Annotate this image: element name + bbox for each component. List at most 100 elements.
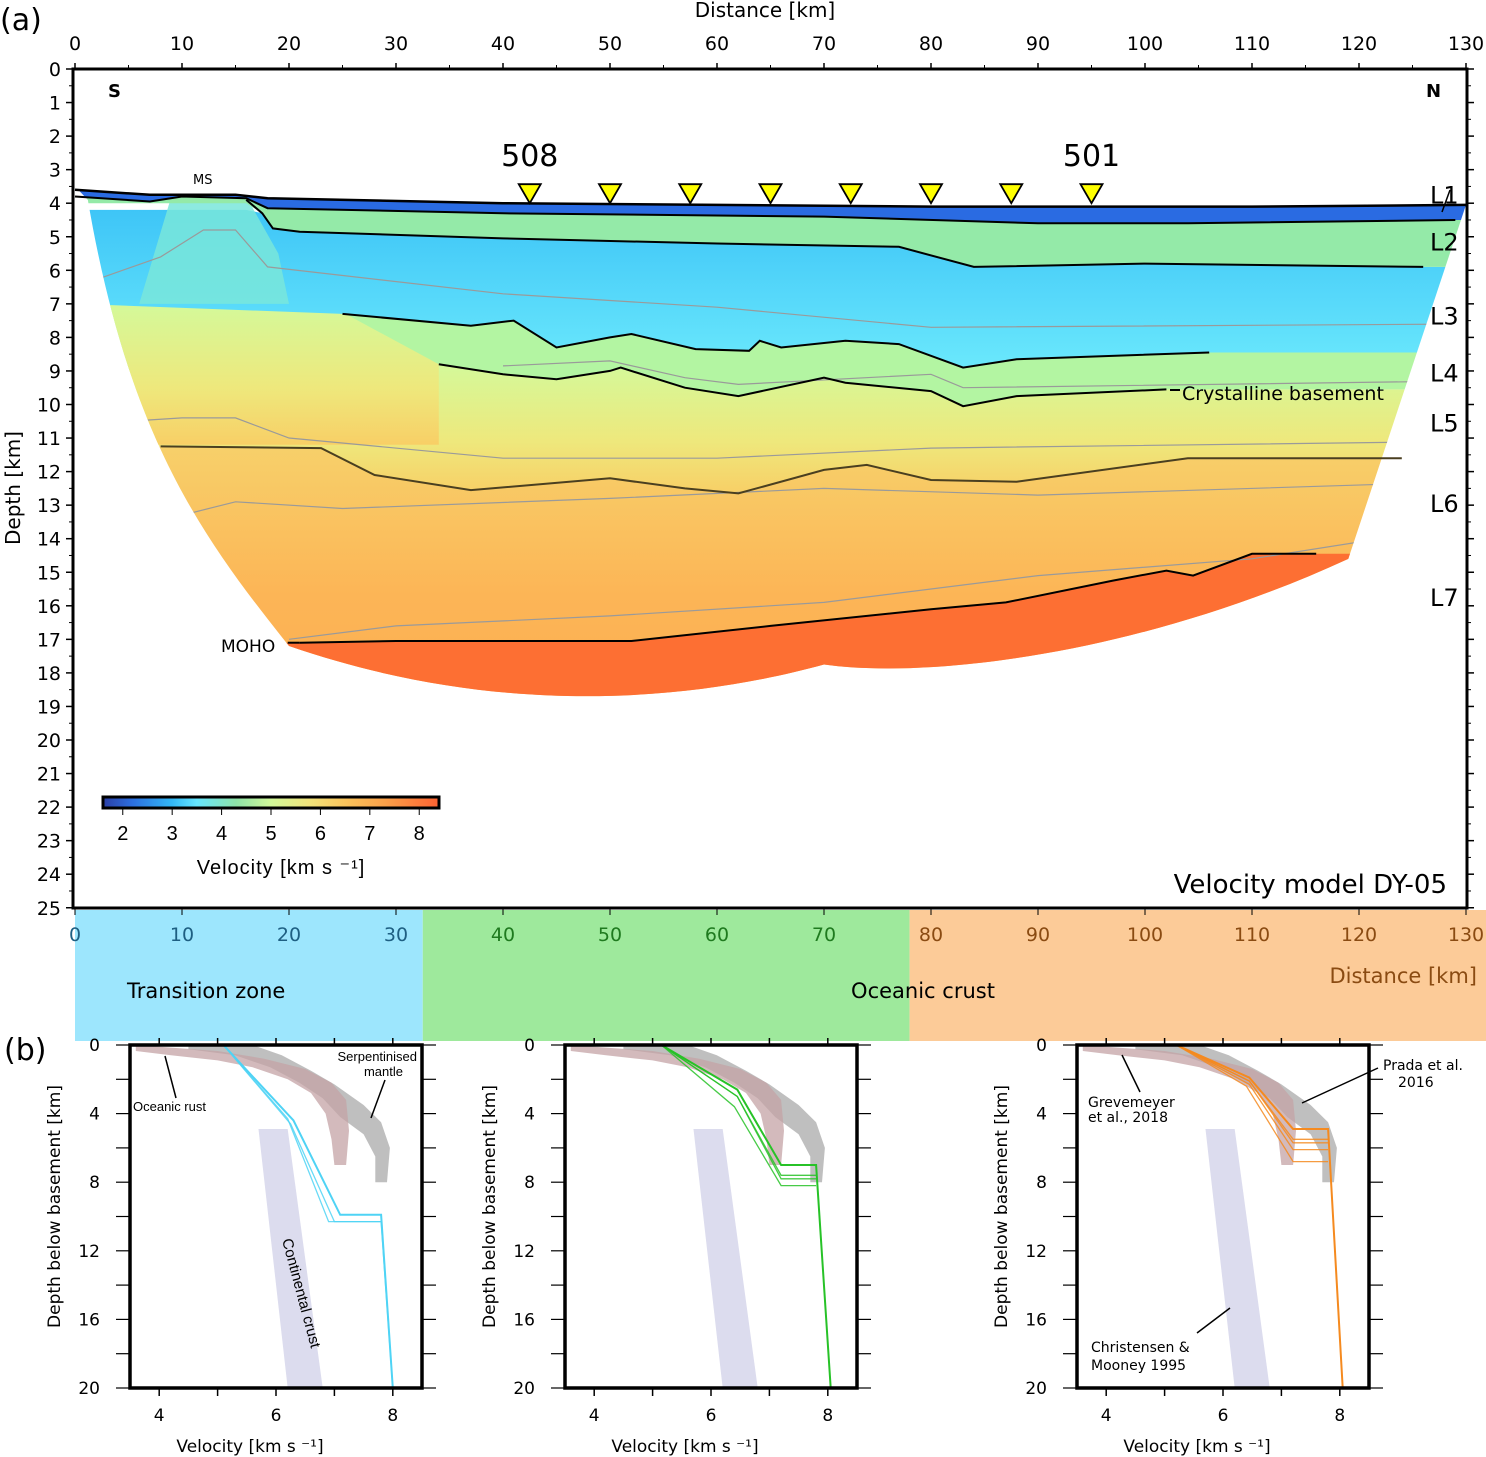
x-tick-label: 80 xyxy=(919,33,943,55)
annotation-christensen: Christensen & xyxy=(1091,1340,1190,1356)
profile-line xyxy=(661,1045,817,1180)
oceanic-crust-band xyxy=(135,1045,349,1165)
profile-x-tick-label: 4 xyxy=(589,1406,600,1426)
profile-y-tick-label: 0 xyxy=(89,1036,100,1056)
x-tick-label: 30 xyxy=(384,33,408,55)
profile-x-tick-label: 8 xyxy=(822,1406,833,1426)
x-tick-label: 60 xyxy=(705,33,729,55)
y-tick-label: 7 xyxy=(49,294,61,316)
y-tick-label: 2 xyxy=(49,126,61,148)
y-tick-label: 14 xyxy=(37,529,61,551)
y-tick-label: 21 xyxy=(37,764,61,786)
profile-y-tick-label: 16 xyxy=(1025,1310,1047,1330)
profile-x-tick-label: 8 xyxy=(387,1406,398,1426)
velocity-profiles: 4 6 8 0 4 8 12 16 20 Velocity [km s ⁻¹] Depth belo… xyxy=(45,1036,1463,1457)
profile-line xyxy=(1175,1045,1329,1151)
profile-x-tick-label: 6 xyxy=(706,1406,717,1426)
profile-y-axis-title: Depth below basement [km] xyxy=(45,1085,65,1328)
interface-top-l2 xyxy=(74,195,1456,225)
layer-fill-l3 xyxy=(78,209,1467,368)
panel-a-label: (a) xyxy=(0,3,42,38)
layer-label: L5 xyxy=(1430,410,1459,438)
profile-plot-area xyxy=(1082,1045,1344,1388)
obs-stations: 508 501 xyxy=(501,139,1120,205)
zone-x-tick-label: 90 xyxy=(1026,924,1050,946)
station-marker xyxy=(677,183,703,205)
station-label: 501 xyxy=(1063,139,1120,174)
profile-y-axis-title: Depth below basement [km] xyxy=(992,1085,1012,1328)
y-tick-label: 10 xyxy=(37,395,61,417)
y-tick-label: 5 xyxy=(49,227,61,249)
l1-leader xyxy=(1441,189,1451,213)
section-axes: 0 10 20 30 40 50 60 70 80 90 100 110 120 130012345678… xyxy=(37,33,1484,920)
y-tick-label: 16 xyxy=(37,596,61,618)
velocity-contour xyxy=(288,524,1467,640)
model-title: Velocity model DY-05 xyxy=(1174,870,1447,900)
y-tick-label: 15 xyxy=(37,562,61,584)
layer-fill-l2 xyxy=(78,196,1467,267)
profile-y-tick-label: 0 xyxy=(524,1036,535,1056)
profile-y-tick-label: 4 xyxy=(89,1105,100,1125)
colorbar-tick-label: 5 xyxy=(265,823,276,845)
profile-line xyxy=(1175,1045,1329,1163)
zone-x-tick-label: 50 xyxy=(598,924,622,946)
profile-x-tick-label: 8 xyxy=(1334,1406,1345,1426)
profile-y-tick-label: 20 xyxy=(1025,1379,1047,1399)
zone-x-tick-label: 100 xyxy=(1127,924,1163,946)
layer-label: L6 xyxy=(1430,490,1459,518)
velocity-contour xyxy=(78,417,1467,459)
annotation-leader xyxy=(1121,1054,1141,1093)
colorbar-tick-label: 8 xyxy=(414,823,425,845)
station-marker xyxy=(1078,183,1105,205)
profile-y-tick-label: 8 xyxy=(524,1173,535,1193)
y-tick-label: 25 xyxy=(37,898,61,920)
y-tick-label: 0 xyxy=(49,59,61,81)
y-tick-label: 1 xyxy=(49,93,61,115)
velocity-contour xyxy=(78,229,1467,328)
zone-band xyxy=(75,910,423,1041)
section-y-axis-title: Depth [km] xyxy=(1,431,25,545)
station-marker xyxy=(757,183,784,205)
station-marker xyxy=(517,183,543,205)
profile-panel-3: 4 6 8 0 4 8 12 16 20 Velocity [km s ⁻¹] Depth belo… xyxy=(992,1036,1383,1457)
profile-panel-1: 4 6 8 0 4 8 12 16 20 Velocity [km s ⁻¹] Depth belo… xyxy=(45,1036,436,1457)
profile-line xyxy=(1176,1045,1329,1144)
south-label: S xyxy=(108,81,121,102)
y-tick-label: 11 xyxy=(37,428,61,450)
annotation-leader xyxy=(370,1079,386,1119)
x-tick-label: 120 xyxy=(1341,33,1377,55)
zone-band xyxy=(909,910,1486,1041)
layer-label: L3 xyxy=(1430,302,1459,330)
station-marker xyxy=(838,183,864,205)
profile-y-tick-label: 8 xyxy=(89,1173,100,1193)
annotation-leader xyxy=(1196,1307,1231,1334)
zone-x-tick-label: 40 xyxy=(491,924,515,946)
profile-y-tick-label: 8 xyxy=(1036,1173,1047,1193)
profile-x-axis-title: Velocity [km s ⁻¹] xyxy=(176,1437,323,1457)
station-marker xyxy=(597,183,623,205)
interface-seafloor xyxy=(74,188,1467,208)
y-tick-label: 19 xyxy=(37,696,61,718)
station-label: 508 xyxy=(501,139,558,174)
colorbar-tick-label: 3 xyxy=(167,823,178,845)
x-tick-label: 90 xyxy=(1026,33,1050,55)
zone-x-tick-label: 0 xyxy=(69,924,81,946)
colorbar-label: Velocity [km s ⁻¹] xyxy=(197,857,366,879)
colorbar-tick-label: 7 xyxy=(364,823,375,845)
annotation-leader xyxy=(164,1055,177,1099)
y-tick-label: 22 xyxy=(37,797,61,819)
y-tick-label: 20 xyxy=(37,730,61,752)
annotation-leader xyxy=(1301,1067,1379,1104)
x-tick-label: 70 xyxy=(812,33,836,55)
profile-panel-2: 4 6 8 0 4 8 12 16 20 Velocity [km s ⁻¹] Depth belo… xyxy=(480,1036,871,1457)
interface-moho xyxy=(299,552,1317,644)
interface-top-l4 xyxy=(342,312,1210,369)
profile-plot-area xyxy=(570,1045,832,1388)
panel-b-label: (b) xyxy=(4,1033,46,1068)
profile-line xyxy=(660,1045,817,1187)
annotation-serpentinised: Serpentinised xyxy=(338,1049,418,1064)
velocity-model xyxy=(78,189,1467,697)
colorbar-tick-label: 2 xyxy=(117,823,128,845)
station-marker xyxy=(918,183,944,205)
